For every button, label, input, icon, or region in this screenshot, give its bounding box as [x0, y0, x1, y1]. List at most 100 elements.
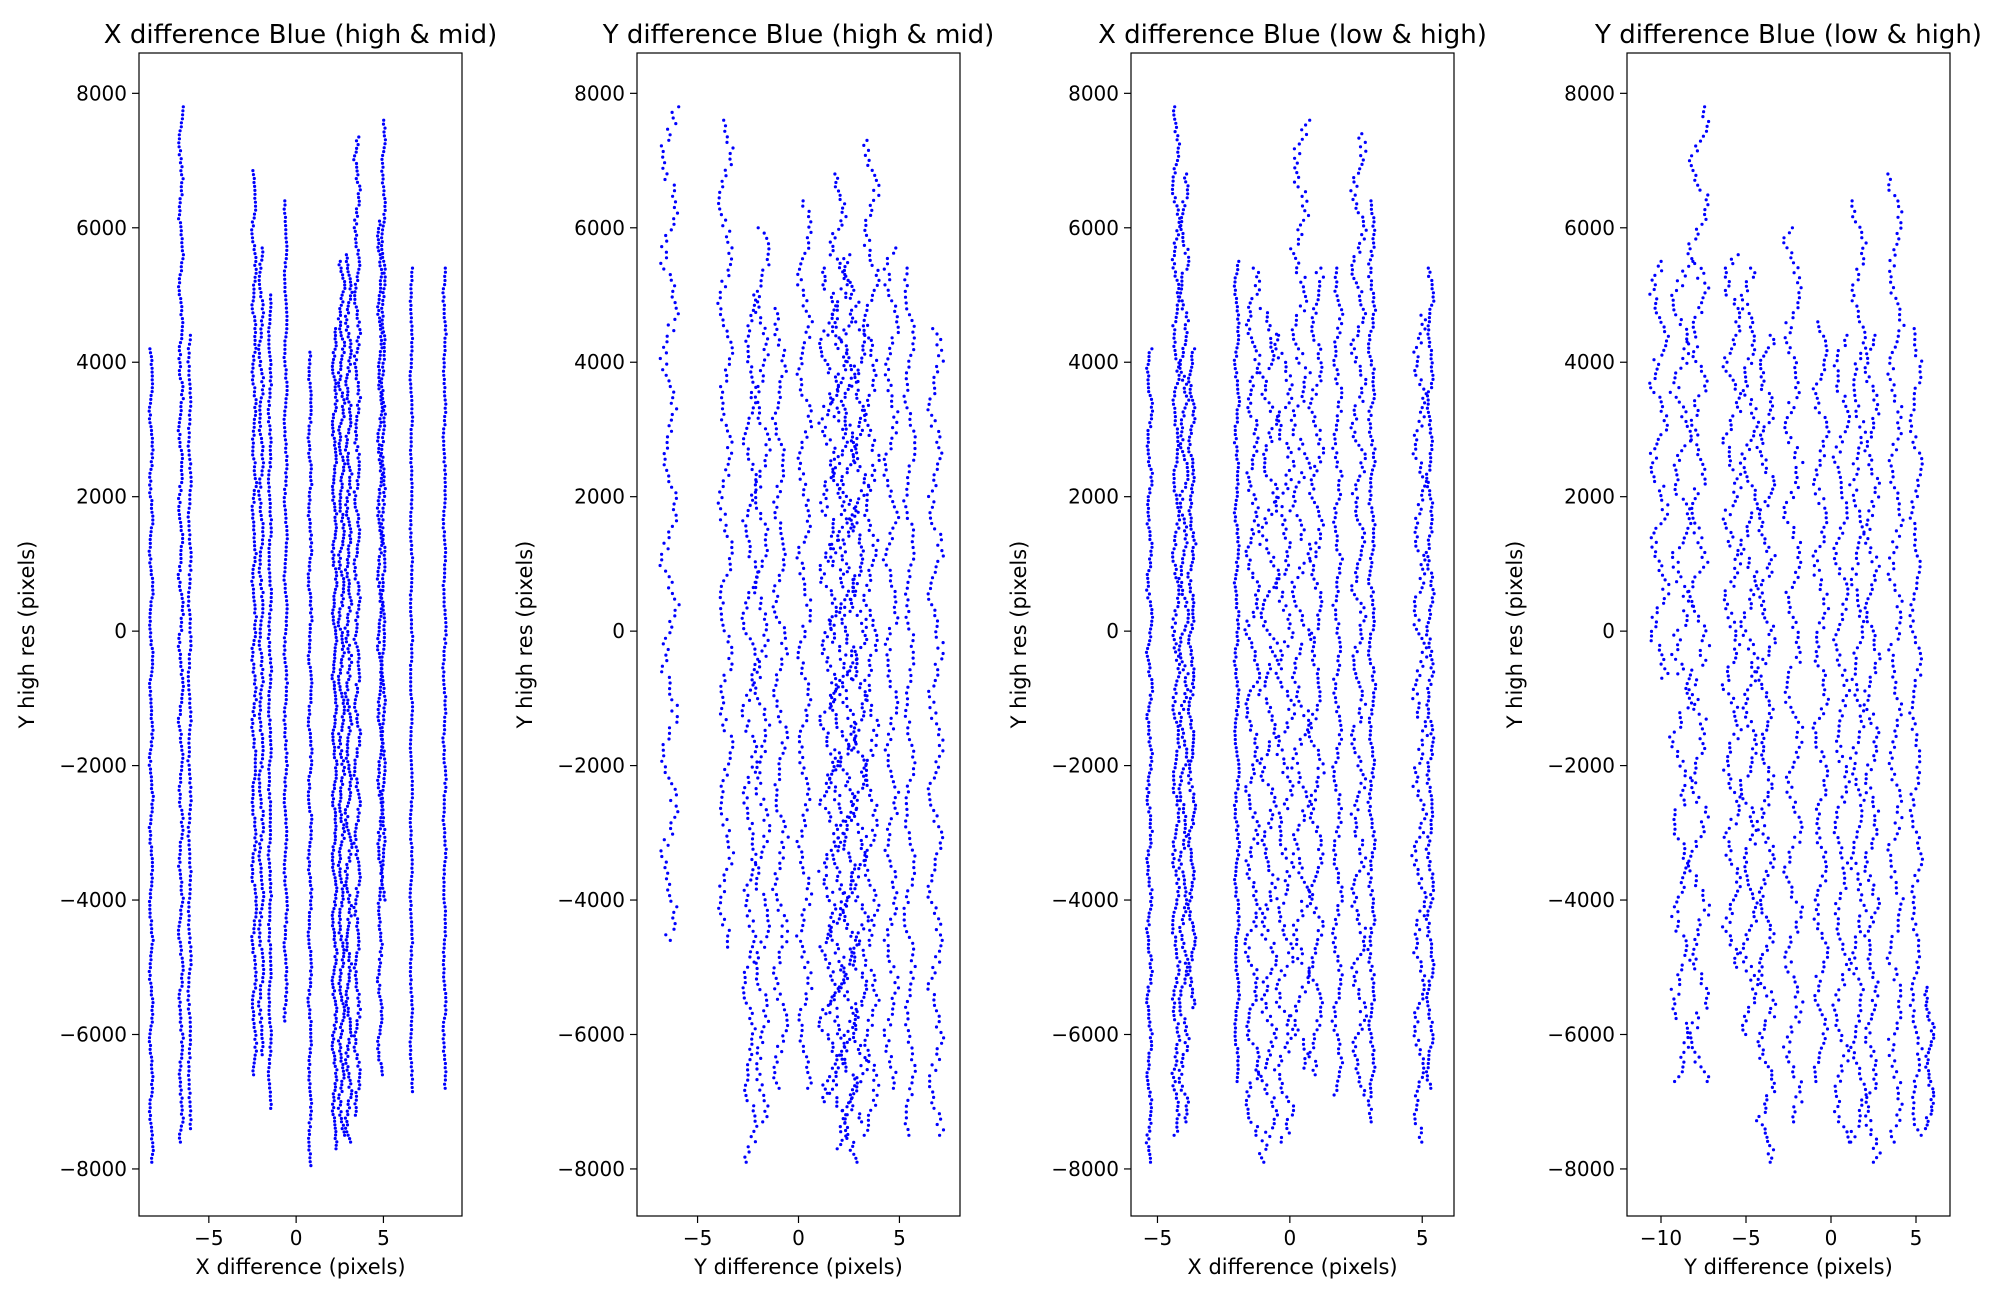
- data-point: [746, 1078, 750, 1082]
- data-point: [803, 1002, 808, 1006]
- data-point: [337, 610, 341, 614]
- data-point: [357, 260, 361, 264]
- data-point: [752, 681, 756, 685]
- data-point: [756, 697, 760, 701]
- data-point: [718, 312, 723, 317]
- data-point: [672, 390, 676, 394]
- data-point: [307, 1129, 311, 1133]
- data-point: [180, 836, 184, 840]
- data-point: [187, 342, 192, 346]
- data-point: [674, 306, 678, 310]
- data-point: [802, 766, 806, 770]
- data-point: [258, 432, 262, 436]
- data-point: [776, 715, 781, 719]
- data-point: [188, 612, 192, 617]
- y-tick-label: 8000: [76, 81, 127, 105]
- data-point: [189, 1109, 193, 1113]
- data-point: [835, 1147, 839, 1151]
- data-point: [269, 947, 273, 951]
- data-point: [719, 895, 723, 899]
- data-point: [177, 512, 181, 517]
- data-point: [382, 475, 386, 479]
- data-point: [835, 308, 839, 312]
- data-point: [269, 591, 273, 596]
- data-point: [758, 702, 762, 706]
- data-point: [268, 628, 272, 632]
- data-point: [150, 783, 154, 787]
- data-point: [742, 627, 746, 631]
- data-point: [828, 776, 832, 781]
- data-point: [346, 390, 350, 394]
- data-point: [150, 456, 155, 460]
- data-point: [341, 944, 345, 949]
- data-point: [441, 818, 445, 823]
- data-point: [772, 971, 776, 975]
- data-point: [762, 231, 766, 235]
- data-point: [308, 732, 312, 736]
- data-point: [843, 508, 847, 512]
- data-point: [306, 514, 310, 518]
- data-point: [177, 992, 181, 996]
- data-point: [333, 1088, 337, 1092]
- data-point: [340, 691, 344, 695]
- data-point: [331, 728, 335, 732]
- data-point: [309, 961, 313, 965]
- data-point: [267, 1004, 271, 1008]
- data-point: [829, 999, 833, 1003]
- data-point: [268, 808, 272, 812]
- data-point: [352, 1034, 356, 1038]
- data-point: [833, 789, 837, 793]
- data-point: [383, 827, 387, 832]
- data-point: [378, 827, 382, 831]
- data-point: [149, 759, 153, 763]
- data-point: [285, 524, 289, 529]
- data-point: [773, 987, 777, 991]
- data-point: [187, 985, 191, 989]
- data-point: [269, 587, 273, 591]
- data-point: [731, 146, 735, 150]
- data-point: [334, 896, 338, 900]
- data-point: [841, 436, 846, 440]
- data-point: [727, 762, 731, 766]
- data-point: [825, 442, 829, 446]
- data-point: [822, 572, 827, 576]
- data-point: [251, 729, 255, 733]
- data-point: [342, 398, 346, 402]
- data-point: [662, 463, 666, 467]
- data-point: [148, 752, 152, 756]
- data-point: [307, 494, 311, 498]
- data-point: [260, 1028, 264, 1032]
- data-point: [358, 596, 362, 600]
- data-point: [340, 749, 344, 753]
- data-point: [843, 1057, 847, 1061]
- data-point: [268, 833, 272, 837]
- data-point: [378, 417, 382, 421]
- data-point: [348, 893, 352, 898]
- data-point: [337, 931, 341, 935]
- data-point: [758, 607, 762, 611]
- data-point: [727, 856, 731, 860]
- data-point: [805, 398, 809, 402]
- data-point: [333, 471, 337, 475]
- data-point: [348, 794, 352, 798]
- data-point: [331, 845, 335, 849]
- data-point: [178, 988, 182, 992]
- data-point: [308, 977, 312, 981]
- data-point: [377, 838, 381, 842]
- data-point: [381, 679, 385, 683]
- data-point: [354, 369, 358, 373]
- data-point: [149, 467, 153, 471]
- data-point: [744, 1093, 748, 1098]
- data-point: [341, 965, 345, 969]
- data-point: [410, 278, 414, 283]
- data-point: [335, 889, 339, 894]
- data-point: [753, 691, 757, 696]
- data-point: [752, 303, 757, 307]
- data-point: [829, 534, 834, 538]
- data-point: [178, 1008, 182, 1012]
- data-point: [347, 588, 351, 593]
- data-point: [267, 612, 272, 616]
- data-point: [309, 1097, 313, 1101]
- chart-panel-1: X difference Blue (high & mid)−8000−6000…: [15, 20, 497, 1279]
- data-point: [332, 968, 336, 972]
